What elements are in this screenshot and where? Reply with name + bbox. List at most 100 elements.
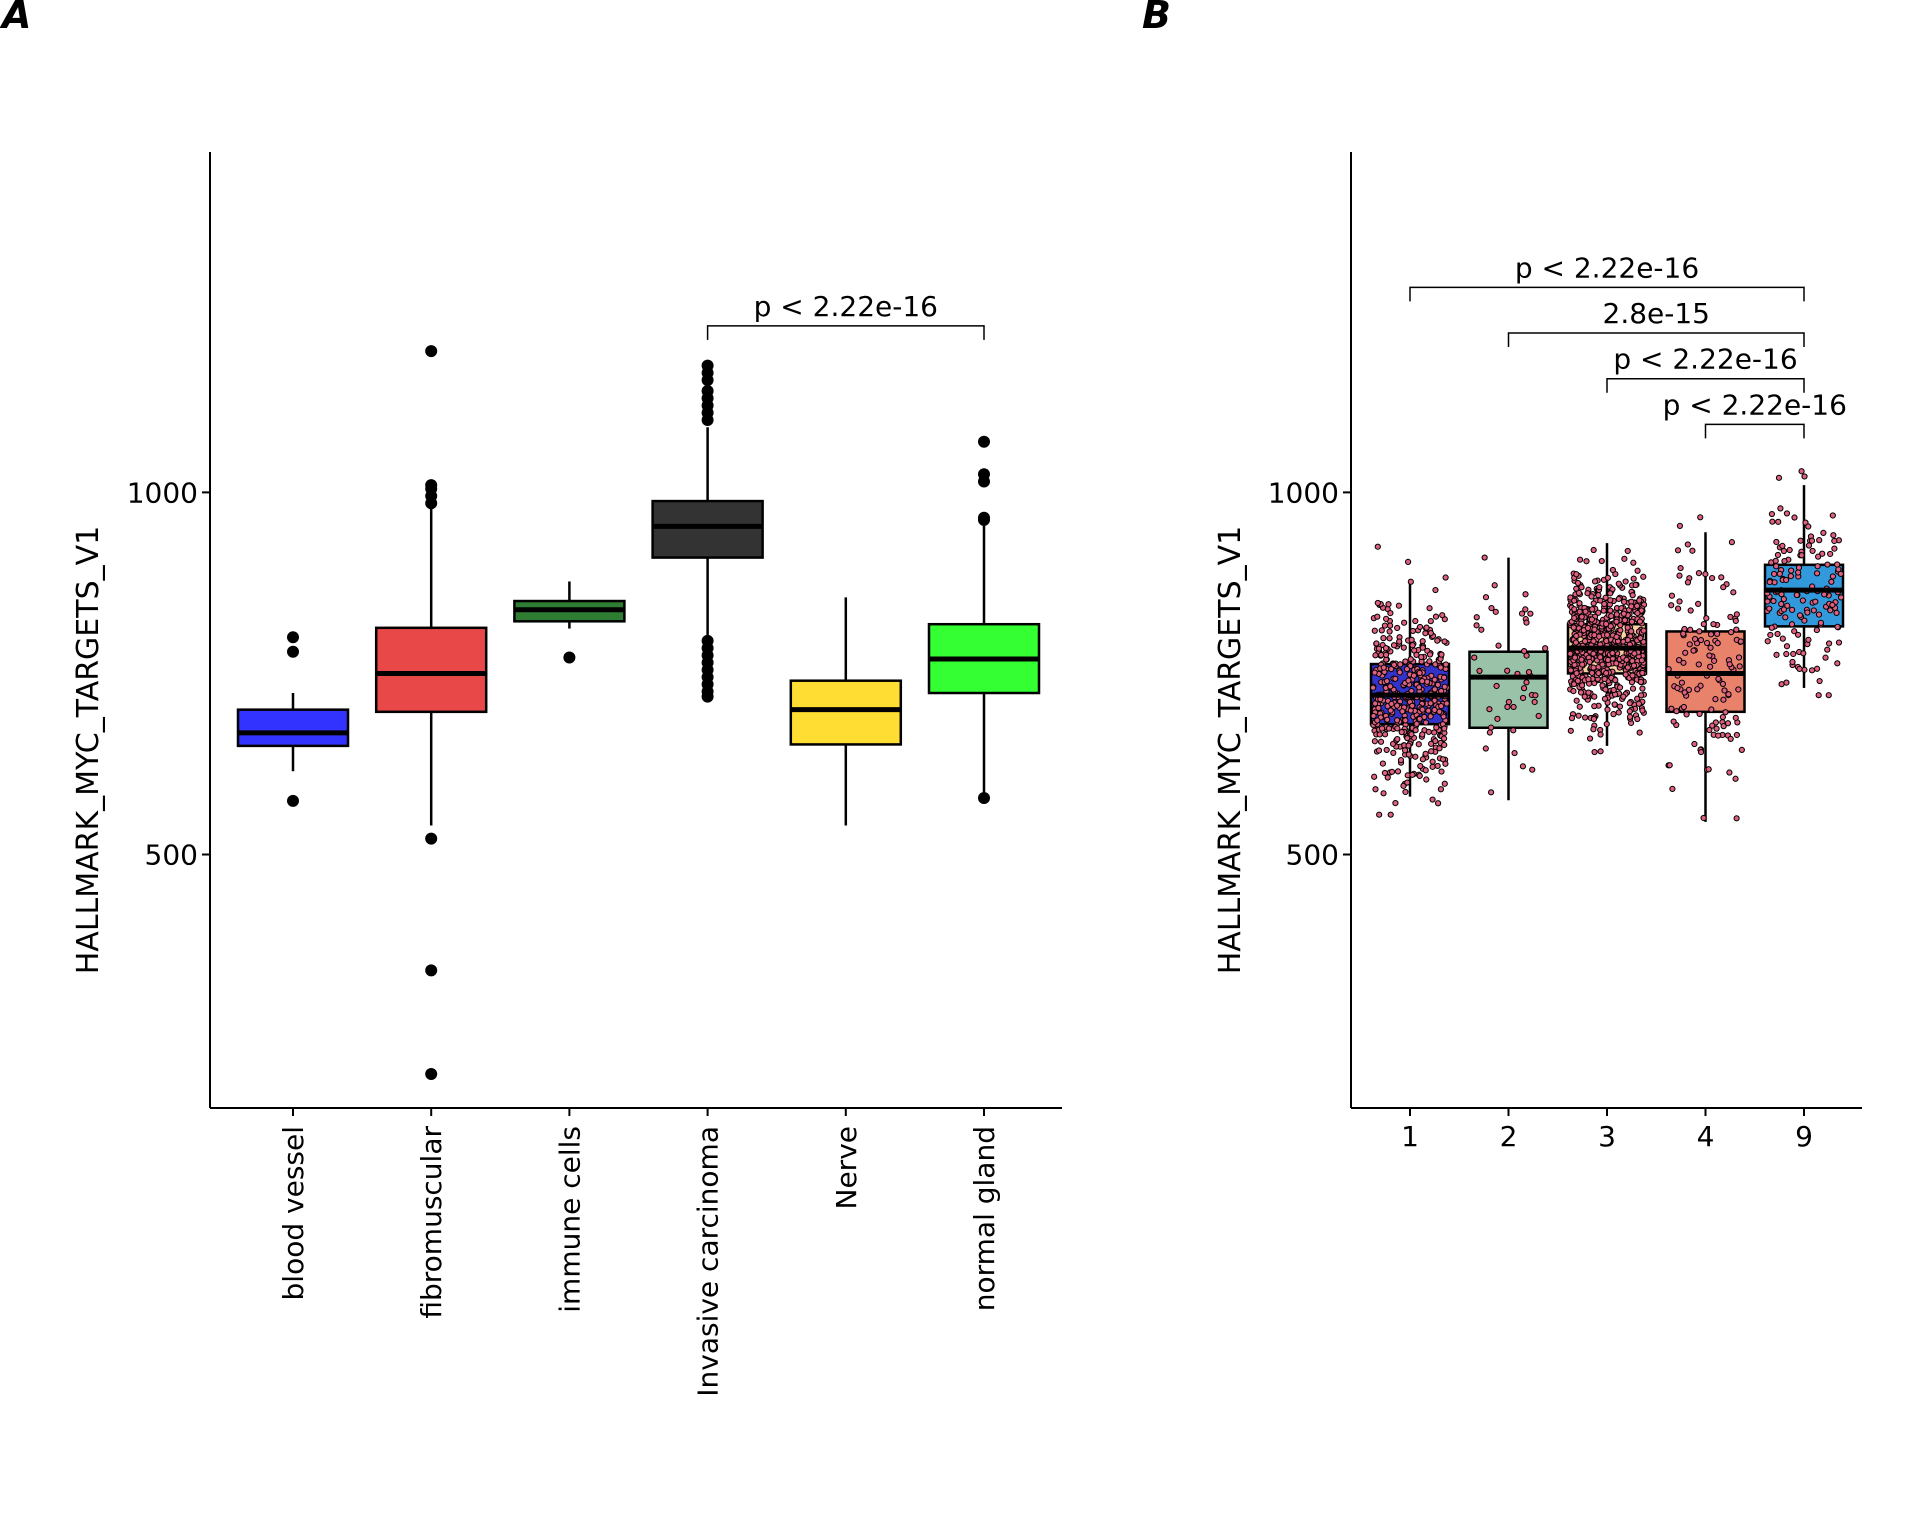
jitter-point [1696, 710, 1703, 718]
jitter-point [1398, 729, 1405, 736]
jitter-point [1669, 785, 1676, 793]
jitter-point [1402, 717, 1409, 724]
jitter-point [1833, 609, 1840, 617]
jitter-point [1492, 608, 1499, 615]
jitter-point [1695, 661, 1702, 668]
jitter-point [1570, 681, 1578, 688]
jitter-point [1728, 629, 1735, 636]
jitter-point [1504, 667, 1511, 674]
jitter-point [1736, 663, 1743, 670]
jitter-point [1640, 573, 1647, 580]
jitter-point [1586, 735, 1594, 742]
jitter-point [1567, 667, 1574, 674]
jitter-point [1431, 676, 1438, 683]
jitter-point [1796, 612, 1804, 619]
y-tick-label: 500 [145, 839, 198, 872]
jitter-point [1617, 627, 1624, 634]
jitter-point [1519, 694, 1527, 702]
jitter-point [1708, 574, 1716, 582]
jitter-point [1384, 774, 1391, 781]
jitter-point [1623, 656, 1630, 663]
jitter-point [1783, 510, 1791, 517]
x-tick-label: 9 [1795, 1120, 1813, 1153]
jitter-point [1815, 611, 1823, 618]
jitter-point [1604, 656, 1612, 664]
jitter-point [1690, 647, 1697, 654]
jitter-point [1424, 678, 1431, 685]
jitter-point [1519, 763, 1527, 770]
jitter-point [1579, 661, 1586, 668]
jitter-point [1613, 660, 1620, 667]
jitter-point [1520, 685, 1528, 692]
jitter-point [1579, 682, 1586, 689]
jitter-point [1433, 724, 1440, 731]
x-tick-label: 4 [1697, 1120, 1715, 1153]
jitter-point [1730, 589, 1737, 596]
outlier-point [701, 634, 714, 647]
jitter-point [1715, 732, 1722, 739]
jitter-point [1527, 610, 1534, 617]
jitter-point [1696, 628, 1703, 635]
jitter-point [1373, 640, 1380, 647]
jitter-point [1714, 640, 1721, 647]
jitter-point [1666, 762, 1673, 769]
jitter-point [1795, 569, 1802, 576]
jitter-point [1775, 518, 1782, 525]
jitter-point [1712, 696, 1719, 703]
jitter-point [1636, 618, 1644, 625]
jitter-point [1700, 621, 1707, 628]
jitter-point [1581, 638, 1589, 645]
jitter-point [1437, 664, 1444, 671]
jitter-point [1476, 667, 1483, 675]
y-axis-title: HALLMARK_MYC_TARGETS_V1 [71, 526, 106, 975]
outlier-point [425, 964, 438, 977]
jitter-point [1571, 597, 1578, 604]
jitter-point [1375, 747, 1383, 754]
jitter-point [1615, 595, 1622, 603]
jitter-point [1582, 608, 1589, 615]
jitter-point [1597, 597, 1604, 604]
jitter-point [1733, 626, 1740, 633]
jitter-point [1694, 686, 1701, 693]
jitter-point [1788, 606, 1796, 613]
jitter-point [1473, 614, 1480, 621]
jitter-point [1613, 618, 1620, 625]
jitter-point [1574, 579, 1582, 587]
jitter-point [1787, 573, 1794, 580]
jitter-point [1376, 731, 1383, 738]
panel-b-letter: B [1142, 0, 1171, 37]
jitter-point [1808, 537, 1816, 544]
jitter-point [1774, 630, 1781, 638]
jitter-point [1419, 677, 1426, 685]
jitter-point [1428, 748, 1435, 755]
jitter-point [1478, 626, 1485, 633]
jitter-point [1636, 597, 1643, 604]
jitter-point [1781, 557, 1788, 565]
jitter-point [1486, 706, 1493, 713]
jitter-point [1607, 607, 1614, 614]
jitter-point [1680, 630, 1687, 637]
jitter-point [1676, 572, 1683, 579]
jitter-point [1766, 605, 1773, 612]
jitter-point [1708, 706, 1715, 713]
jitter-point [1822, 654, 1829, 661]
jitter-point [1768, 624, 1775, 631]
jitter-point [1600, 607, 1607, 614]
jitter-point [1429, 763, 1436, 770]
jitter-point [1397, 757, 1405, 764]
jitter-point [1390, 749, 1397, 756]
jitter-point [1378, 725, 1386, 732]
jitter-point [1511, 749, 1518, 757]
jitter-point [1400, 644, 1407, 651]
jitter-point [1815, 692, 1822, 699]
jitter-point [1599, 682, 1606, 689]
jitter-point [1770, 597, 1777, 605]
jitter-point [1576, 556, 1584, 563]
jitter-point [1482, 745, 1489, 752]
y-tick-label: 1000 [127, 476, 198, 509]
jitter-point [1384, 716, 1391, 723]
jitter-point [1425, 728, 1432, 735]
jitter-point [1764, 598, 1771, 605]
jitter-point [1387, 683, 1394, 690]
jitter-point [1626, 713, 1634, 720]
